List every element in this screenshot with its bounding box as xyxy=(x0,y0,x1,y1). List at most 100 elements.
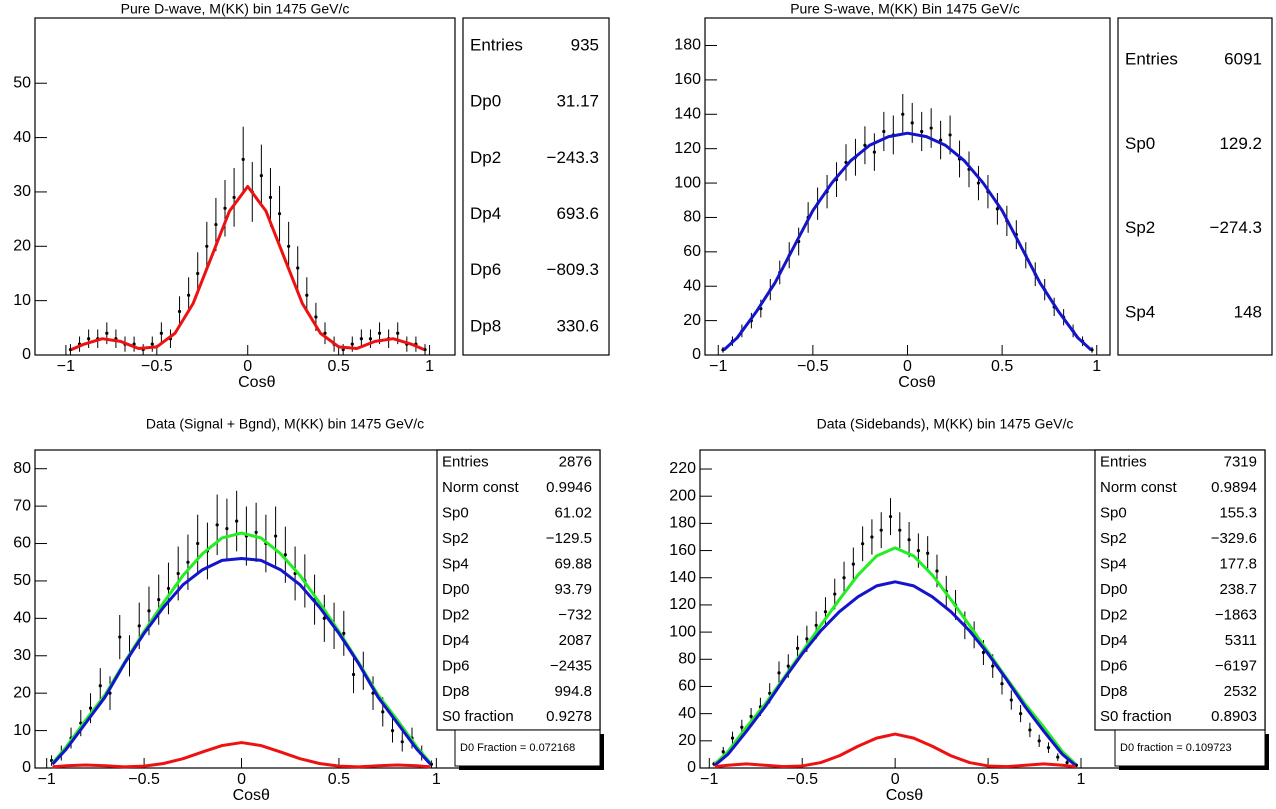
data-point xyxy=(823,610,828,614)
data-point xyxy=(390,728,395,733)
data-point xyxy=(870,535,874,539)
y-tick-label: 70 xyxy=(13,497,31,514)
stats-value: 330.6 xyxy=(556,316,599,335)
data-point xyxy=(740,725,744,729)
data-point xyxy=(1056,755,1060,759)
x-tick-label: 1 xyxy=(1092,358,1101,375)
y-tick-label: 50 xyxy=(13,74,31,91)
data-point xyxy=(232,195,236,199)
annotation-box xyxy=(1114,729,1266,767)
x-tick-label: −1 xyxy=(700,771,718,788)
data-point xyxy=(981,650,986,655)
fit-curve xyxy=(714,732,1076,769)
data-point xyxy=(396,331,400,335)
stats-label: Entries xyxy=(1125,50,1178,69)
stats-value: −6197 xyxy=(1215,657,1257,674)
y-tick-label: 20 xyxy=(678,732,696,749)
y-tick-label: 0 xyxy=(22,346,31,363)
stats-label: Dp6 xyxy=(1100,657,1128,674)
data-point xyxy=(381,710,385,714)
data-point xyxy=(861,542,865,546)
plot-frame xyxy=(704,17,1111,356)
data-point xyxy=(898,528,902,532)
y-tick-label: 60 xyxy=(678,678,696,695)
y-tick-label: 30 xyxy=(13,183,31,200)
y-tick-label: 120 xyxy=(669,596,696,613)
y-tick-label: 120 xyxy=(674,140,701,157)
data-point xyxy=(920,129,924,134)
data-point xyxy=(995,207,999,211)
stats-value: 2087 xyxy=(559,632,592,649)
stats-label: Entries xyxy=(1100,454,1147,471)
data-point xyxy=(177,309,182,314)
x-axis-label: Cosθ xyxy=(238,374,275,391)
x-tick-label: 0 xyxy=(237,771,246,788)
data-point xyxy=(400,740,404,744)
stats-value: 2876 xyxy=(559,454,592,471)
stats-value: −1863 xyxy=(1215,606,1257,623)
x-axis-label: Cosθ xyxy=(233,787,270,804)
stats-box xyxy=(462,17,610,356)
chart-title: Data (Sidebands), M(KK) bin 1475 GeV/c xyxy=(817,416,1074,432)
y-tick-label: 20 xyxy=(13,684,31,701)
data-point xyxy=(157,598,161,602)
x-tick-label: 1 xyxy=(432,771,441,788)
annotation: D0 fraction = 0.109723 xyxy=(1120,742,1232,754)
data-point xyxy=(186,560,190,564)
y-tick-label: 10 xyxy=(13,722,31,739)
stats-label: Norm const xyxy=(1100,479,1178,496)
stats-label: Dp4 xyxy=(470,204,501,223)
y-tick-label: 40 xyxy=(13,610,31,627)
data-point xyxy=(351,672,356,677)
stats-label: S0 fraction xyxy=(1100,708,1172,725)
data-point xyxy=(196,541,200,546)
data-point xyxy=(863,143,867,147)
y-tick-label: 80 xyxy=(678,651,696,668)
stats-label: Sp2 xyxy=(1100,530,1127,547)
stats-label: Sp4 xyxy=(1125,302,1155,321)
data-point xyxy=(305,293,309,297)
stats-value: 177.8 xyxy=(1219,556,1257,573)
stats-box xyxy=(1117,17,1273,356)
data-point xyxy=(749,714,753,718)
data-point xyxy=(235,519,239,523)
chart-title: Pure D-wave, M(KK) bin 1475 GeV/c xyxy=(121,1,350,17)
y-tick-label: 180 xyxy=(669,515,696,532)
stats-value: 93.79 xyxy=(554,581,592,598)
x-tick-label: 0.5 xyxy=(328,771,350,788)
y-tick-label: 100 xyxy=(669,623,696,640)
data-point xyxy=(805,637,809,641)
stats-box xyxy=(1094,449,1266,731)
data-point xyxy=(879,528,883,532)
data-point xyxy=(721,750,725,754)
data-point xyxy=(916,548,920,553)
data-point xyxy=(241,157,245,161)
stats-value: −732 xyxy=(558,606,592,623)
data-point xyxy=(283,553,287,557)
stats-label: Dp0 xyxy=(442,581,470,598)
data-point xyxy=(98,684,102,688)
stats-label: Sp4 xyxy=(442,556,469,573)
y-tick-label: 220 xyxy=(669,460,696,477)
stats-value: −243.3 xyxy=(547,148,599,167)
stats-label: Dp2 xyxy=(442,606,470,623)
x-tick-label: 0 xyxy=(891,771,900,788)
stats-value: 0.9894 xyxy=(1211,479,1257,496)
data-point xyxy=(907,538,911,542)
data-point xyxy=(786,664,790,668)
stats-label: S0 fraction xyxy=(442,708,514,725)
stats-value: 994.8 xyxy=(554,683,592,700)
stats-label: Dp0 xyxy=(1100,581,1128,598)
y-tick-label: 140 xyxy=(674,106,701,123)
data-point xyxy=(287,244,291,248)
stats-value: 6091 xyxy=(1224,50,1262,69)
fit-curve xyxy=(51,556,432,766)
plot-frame xyxy=(34,17,456,356)
data-point xyxy=(159,331,163,335)
x-tick-label: 0.5 xyxy=(991,358,1013,375)
stats-value: 61.02 xyxy=(554,505,592,522)
stats-value: −809.3 xyxy=(547,260,599,279)
stats-label: Entries xyxy=(442,454,489,471)
stats-value: 935 xyxy=(571,36,599,55)
